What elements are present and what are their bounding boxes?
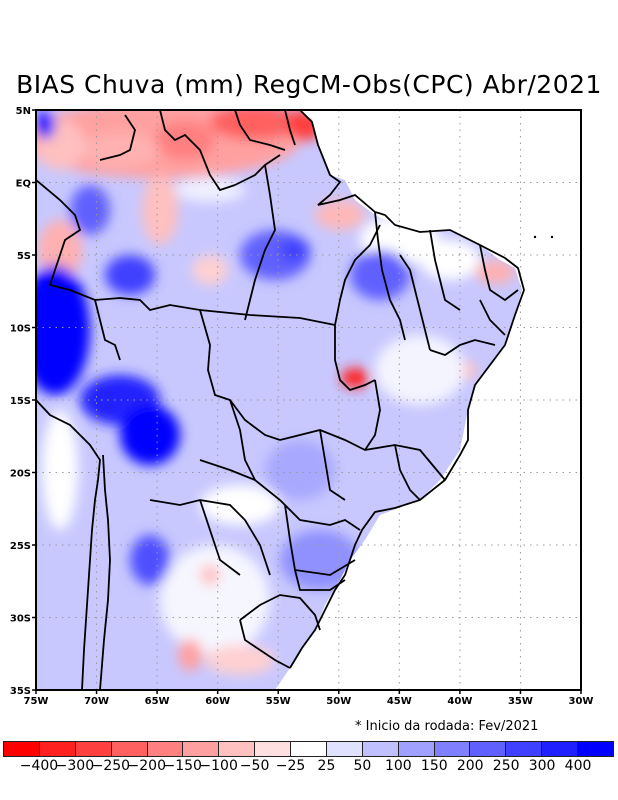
chart-title: BIAS Chuva (mm) RegCM-Obs(CPC) Abr/2021 <box>16 70 602 99</box>
x-tick-label: 50W <box>326 696 351 707</box>
y-tick-label: 5S <box>17 251 31 262</box>
colorbar-label: −150 <box>163 758 202 774</box>
colorbar-swatch <box>75 742 112 756</box>
x-tick-label: 65W <box>145 696 170 707</box>
y-tick-label: 20S <box>10 469 31 480</box>
colorbar-label: −200 <box>127 758 166 774</box>
x-tick-label: 35W <box>508 696 533 707</box>
colorbar-swatch <box>398 742 435 756</box>
colorbar-label: 200 <box>456 758 484 774</box>
y-axis: 5N EQ 5S 10S 15S 20S 25S 30S 35S <box>10 106 36 697</box>
colorbar-swatch <box>111 742 148 756</box>
y-tick-label: 25S <box>10 541 31 552</box>
colorbar-swatch <box>291 742 327 756</box>
colorbar-label: −100 <box>199 758 238 774</box>
colorbar-label: −400 <box>19 758 59 774</box>
colorbar-label: 100 <box>384 758 412 774</box>
colorbar-label: 50 <box>353 758 372 774</box>
colorbar-swatch <box>470 742 507 756</box>
colorbar-label: 300 <box>528 758 556 774</box>
island-marker <box>550 235 554 239</box>
colorbar-swatch <box>183 742 220 756</box>
x-tick-label: 30W <box>569 696 594 707</box>
colorbar-label: 25 <box>317 758 336 774</box>
colorbar-label: −300 <box>55 758 95 774</box>
colorbar-swatch <box>542 742 578 756</box>
x-tick-label: 70W <box>84 696 109 707</box>
run-start-note: * Inicio da rodada: Fev/2021 <box>355 719 539 734</box>
colorbar <box>3 741 614 757</box>
x-tick-label: 45W <box>387 696 412 707</box>
colorbar-swatch <box>434 742 471 756</box>
x-tick-label: 40W <box>447 696 472 707</box>
y-tick-label: EQ <box>16 179 31 190</box>
x-tick-label: 55W <box>266 696 291 707</box>
x-axis: 75W 70W 65W 60W 55W 50W 45W 40W 35W 30W <box>24 690 594 707</box>
colorbar-swatch <box>219 742 256 756</box>
colorbar-swatch <box>39 742 76 756</box>
colorbar-swatch <box>578 742 613 756</box>
y-tick-label: 10S <box>10 324 31 335</box>
colorbar-labels: −400 −300 −250 −200 −150 −100 −50 −25 25 50 100 150… <box>0 758 618 778</box>
y-tick-label: 35S <box>10 686 31 697</box>
colorbar-label: 150 <box>420 758 448 774</box>
bias-field <box>36 110 522 690</box>
colorbar-swatch <box>506 742 543 756</box>
colorbar-swatch <box>326 742 363 756</box>
colorbar-swatch <box>255 742 291 756</box>
colorbar-swatch <box>362 742 399 756</box>
colorbar-label: 250 <box>492 758 520 774</box>
y-tick-label: 5N <box>16 106 31 117</box>
colorbar-label: −25 <box>275 758 306 774</box>
x-tick-label: 60W <box>205 696 230 707</box>
colorbar-label: −250 <box>91 758 131 774</box>
x-tick-label: 75W <box>24 696 49 707</box>
island-marker <box>533 235 537 239</box>
country-borders <box>36 110 525 690</box>
y-tick-label: 15S <box>10 396 31 407</box>
colorbar-label: −50 <box>239 758 270 774</box>
colorbar-label: 400 <box>564 758 592 774</box>
colorbar-swatch <box>4 742 40 756</box>
colorbar-swatch <box>147 742 184 756</box>
y-tick-label: 30S <box>10 614 31 625</box>
